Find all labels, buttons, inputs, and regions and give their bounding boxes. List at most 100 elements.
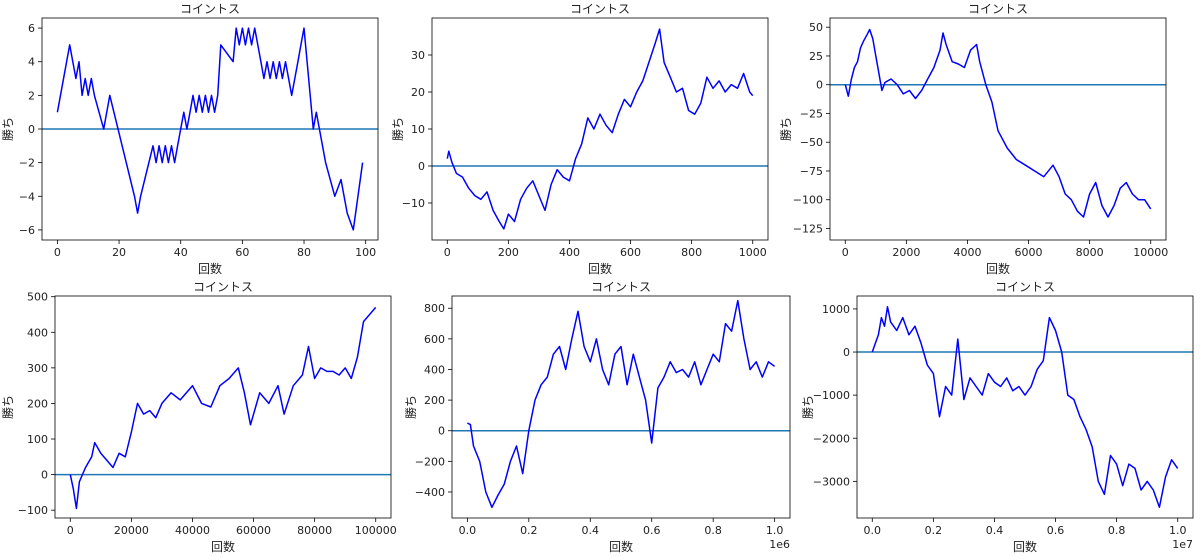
axes-frame — [451, 295, 791, 519]
chart-title: コイントス — [995, 280, 1055, 294]
y-tick-label: −25 — [800, 107, 823, 120]
x-tick-label: 800 — [681, 246, 702, 259]
y-tick-label: −100 — [18, 504, 48, 517]
y-tick-label: −2000 — [813, 432, 850, 445]
x-axis-label: 回数 — [588, 261, 612, 276]
x-tick-label: 0.2 — [520, 524, 538, 537]
x-tick-label: 40 — [174, 246, 188, 259]
y-tick-label: −400 — [415, 486, 445, 499]
series-line — [871, 306, 1179, 508]
y-tick-label: 0 — [816, 79, 823, 92]
chart-title: コイントス — [591, 280, 651, 294]
y-tick-label: 200 — [424, 394, 445, 407]
x-tick-label: 1.0 — [1169, 524, 1187, 537]
series-line — [56, 27, 364, 231]
chart-title: コイントス — [570, 2, 630, 16]
y-tick-label: 2 — [28, 89, 35, 102]
y-tick-label: 4 — [28, 56, 35, 69]
x-tick-label: 20 — [112, 246, 126, 259]
y-tick-label: 200 — [27, 397, 48, 410]
chart-title: コイントス — [193, 280, 253, 294]
y-axis-label: 勝ち — [800, 395, 815, 419]
y-tick-label: 500 — [27, 291, 48, 304]
y-tick-label: −100 — [793, 194, 823, 207]
y-axis-label: 勝ち — [778, 117, 793, 141]
x-tick-label: 600 — [620, 246, 641, 259]
x-tick-label: 0.0 — [459, 524, 477, 537]
x-tick-label: 80 — [297, 246, 311, 259]
x-tick-label: 60 — [235, 246, 249, 259]
x-tick-label: 4000 — [953, 246, 981, 259]
x-tick-label: 10000 — [1133, 246, 1168, 259]
y-tick-label: 30 — [411, 49, 425, 62]
series-line — [446, 28, 754, 230]
x-tick-label: 0.0 — [864, 524, 882, 537]
y-tick-label: 20 — [411, 86, 425, 99]
x-tick-label: 20000 — [114, 524, 149, 537]
x-axis-label: 回数 — [198, 261, 222, 276]
series-line — [467, 299, 776, 509]
x-tick-label: 400 — [559, 246, 580, 259]
chart-title: コイントス — [968, 2, 1028, 16]
x-tick-label: 40000 — [175, 524, 210, 537]
y-tick-label: 25 — [809, 50, 823, 63]
y-axis-label: 勝ち — [0, 395, 15, 419]
x-axis-label: 回数 — [211, 539, 235, 554]
y-tick-label: 0 — [41, 469, 48, 482]
y-tick-label: −200 — [415, 455, 445, 468]
x-tick-label: 0.8 — [704, 524, 722, 537]
x-tick-label: 60000 — [236, 524, 271, 537]
y-tick-label: −4 — [19, 190, 35, 203]
chart-6: 0.0 0.2 0.4 0.6 0.8 1.0 −3000 −2000 −1000 0 1000 コイ… — [800, 280, 1194, 554]
x-tick-label: 0.2 — [925, 524, 943, 537]
y-tick-label: 10 — [411, 123, 425, 136]
x-tick-label: 0.6 — [643, 524, 661, 537]
x-tick-label: 80000 — [297, 524, 332, 537]
x-tick-label: 1000 — [739, 246, 767, 259]
x-tick-label: 2000 — [892, 246, 920, 259]
series-line — [69, 306, 377, 510]
y-tick-label: −50 — [800, 136, 823, 149]
y-tick-label: 0 — [28, 123, 35, 136]
x-tick-label: 200 — [498, 246, 519, 259]
y-tick-label: −75 — [800, 165, 823, 178]
x-axis-label: 回数 — [1013, 539, 1037, 554]
x-tick-label: 1.0 — [766, 524, 784, 537]
y-tick-label: 100 — [27, 433, 48, 446]
series-line — [844, 28, 1152, 218]
axes-frame — [829, 17, 1167, 241]
axes-frame — [54, 295, 392, 519]
y-tick-label: 1000 — [822, 303, 850, 316]
x-tick-label: 100 — [355, 246, 376, 259]
axes-frame — [431, 17, 769, 241]
x-axis-label: 回数 — [609, 539, 633, 554]
y-tick-label: 0 — [438, 425, 445, 438]
y-tick-label: 400 — [424, 363, 445, 376]
x-tick-label: 100000 — [355, 524, 397, 537]
x-tick-label: 6000 — [1015, 246, 1043, 259]
y-tick-label: 0 — [843, 346, 850, 359]
x-tick-label: 0.4 — [582, 524, 600, 537]
x-tick-label: 0 — [444, 246, 451, 259]
y-tick-label: −10 — [402, 197, 425, 210]
x-tick-label: 0.8 — [1108, 524, 1126, 537]
x-tick-label: 0 — [842, 246, 849, 259]
x-axis-label: 回数 — [986, 261, 1010, 276]
x-tick-label: 0 — [67, 524, 74, 537]
y-tick-label: −125 — [793, 222, 823, 235]
x-tick-label: 8000 — [1076, 246, 1104, 259]
y-tick-label: −3000 — [813, 475, 850, 488]
chart-5: 0.0 0.2 0.4 0.6 0.8 1.0 −400 −200 0 200 400 600 800 コ… — [403, 280, 791, 554]
y-tick-label: 300 — [27, 362, 48, 375]
chart-3: 0 2000 4000 6000 8000 10000 −125 −100 −75 −50 −25 0… — [778, 2, 1168, 276]
y-tick-label: 600 — [424, 333, 445, 346]
y-tick-label: 6 — [28, 22, 35, 35]
y-tick-label: −2 — [19, 157, 35, 170]
y-tick-label: 400 — [27, 326, 48, 339]
y-axis-label: 勝ち — [0, 117, 15, 141]
chart-title: コイントス — [180, 2, 240, 16]
